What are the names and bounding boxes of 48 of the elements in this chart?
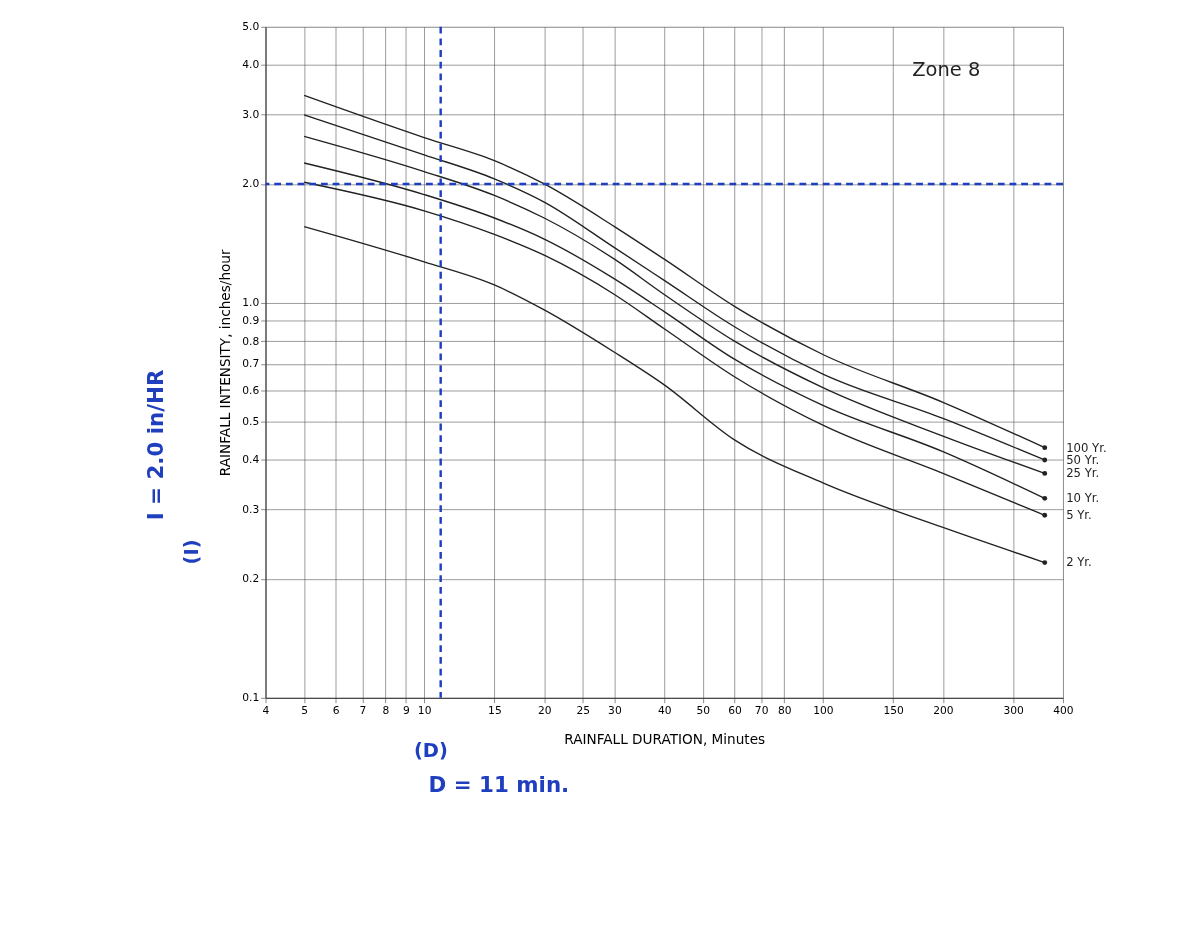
series-label: 100 Yr. [1066, 440, 1107, 455]
x-axis-title: RAINFALL DURATION, Minutes [564, 731, 766, 748]
text: (D) [413, 739, 448, 763]
y-tick-label: 0.4 [242, 453, 260, 467]
y-tick-label: 5.0 [242, 20, 260, 34]
x-tick-label: 150 [883, 703, 905, 717]
text: I = 2.0 in/HR [143, 369, 169, 521]
y-tick-label: 0.1 [242, 691, 260, 705]
text: (I) [180, 539, 204, 565]
y-tick-label: 0.6 [242, 383, 260, 397]
y-tick-label: 0.7 [242, 357, 260, 371]
x-tick-label: 30 [608, 703, 622, 717]
y-tick-label: 2.0 [242, 177, 260, 191]
y-axis-title: RAINFALL INTENSITY, inches/hour [216, 249, 233, 477]
y-tick-label: 0.2 [242, 572, 260, 586]
x-tick-label: 25 [576, 703, 591, 717]
y-tick-label: 0.5 [242, 415, 260, 429]
series-label: 2 Yr. [1066, 555, 1092, 570]
x-tick-label: 20 [537, 703, 552, 717]
x-tick-label: 9 [403, 703, 411, 717]
y-tick-label: 1.0 [242, 296, 260, 310]
x-tick-label: 80 [777, 703, 792, 717]
x-tick-label: 6 [332, 703, 340, 717]
series-label: 25 Yr. [1066, 466, 1100, 481]
x-tick-label: 60 [728, 703, 742, 717]
y-tick-label: 0.9 [242, 314, 260, 328]
y-tick-label: 4.0 [242, 58, 260, 72]
x-tick-label: 40 [657, 703, 672, 717]
x-tick-label: 5 [301, 703, 309, 717]
x-tick-label: 4 [262, 703, 270, 717]
x-tick-label: 200 [933, 703, 954, 717]
x-tick-label: 7 [359, 703, 367, 717]
x-tick-label: 70 [754, 703, 769, 717]
x-tick-label: 8 [382, 703, 390, 717]
x-tick-label: 15 [488, 703, 502, 717]
annotation: Zone 8 [912, 58, 981, 82]
x-tick-label: 50 [696, 703, 711, 717]
series-label: 5 Yr. [1066, 508, 1092, 523]
x-tick-label: 300 [1003, 703, 1025, 717]
x-tick-label: 400 [1053, 703, 1074, 717]
y-tick-label: 0.3 [242, 502, 260, 516]
series-label: 50 Yr. [1066, 452, 1100, 467]
series-label: 10 Yr. [1066, 491, 1100, 506]
y-tick-label: 0.8 [242, 334, 260, 348]
x-tick-label: 100 [813, 703, 834, 717]
text: D = 11 min. [428, 772, 570, 798]
y-tick-label: 3.0 [242, 107, 260, 121]
x-tick-label: 10 [417, 703, 432, 717]
